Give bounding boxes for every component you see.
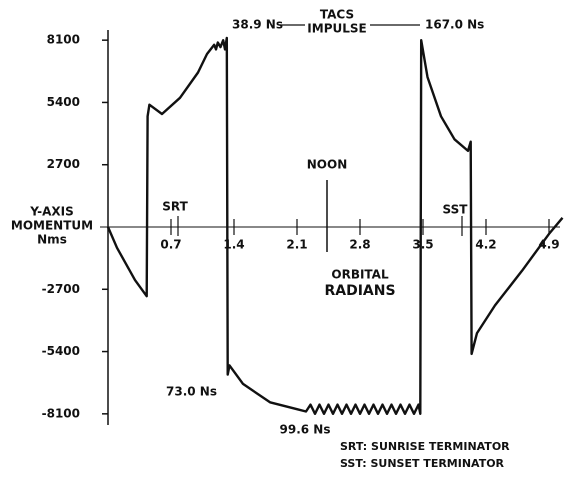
y-tick-label: 5400: [47, 95, 80, 109]
y-tick-label: 8100: [47, 33, 80, 47]
x-tick-label: 4.2: [475, 238, 496, 252]
annotation: 167.0 Ns: [425, 18, 484, 32]
x-tick-label: 2.1: [286, 238, 307, 252]
y-axis-label: MOMENTUM: [11, 219, 93, 233]
annotation: TACS: [320, 8, 354, 22]
series-line: [106, 36, 564, 415]
annotation: IMPULSE: [307, 22, 366, 36]
y-axis-label: Y-AXIS: [29, 205, 74, 219]
x-axis-label: ORBITAL: [331, 268, 389, 282]
x-axis-label: RADIANS: [324, 283, 395, 299]
annotation: 38.9 Ns: [232, 18, 283, 32]
y-tick-label: -5400: [42, 344, 80, 358]
x-tick-label: 1.4: [223, 238, 244, 252]
x-tick-label: 2.8: [349, 238, 370, 252]
y-tick-label: 2700: [47, 157, 80, 171]
note: SST: SUNSET TERMINATOR: [340, 457, 505, 470]
annotation: SST: [443, 203, 469, 217]
note: SRT: SUNRISE TERMINATOR: [340, 440, 510, 453]
annotation: 73.0 Ns: [166, 385, 217, 399]
annotation: 99.6 Ns: [280, 423, 331, 437]
y-axis-label: Nms: [37, 233, 67, 247]
x-tick-label: 3.5: [412, 238, 433, 252]
y-tick-label: -8100: [42, 406, 80, 420]
y-tick-label: -2700: [42, 282, 80, 296]
annotation: SRT: [162, 200, 188, 214]
annotation: NOON: [307, 158, 348, 172]
x-tick-label: 0.7: [160, 238, 181, 252]
